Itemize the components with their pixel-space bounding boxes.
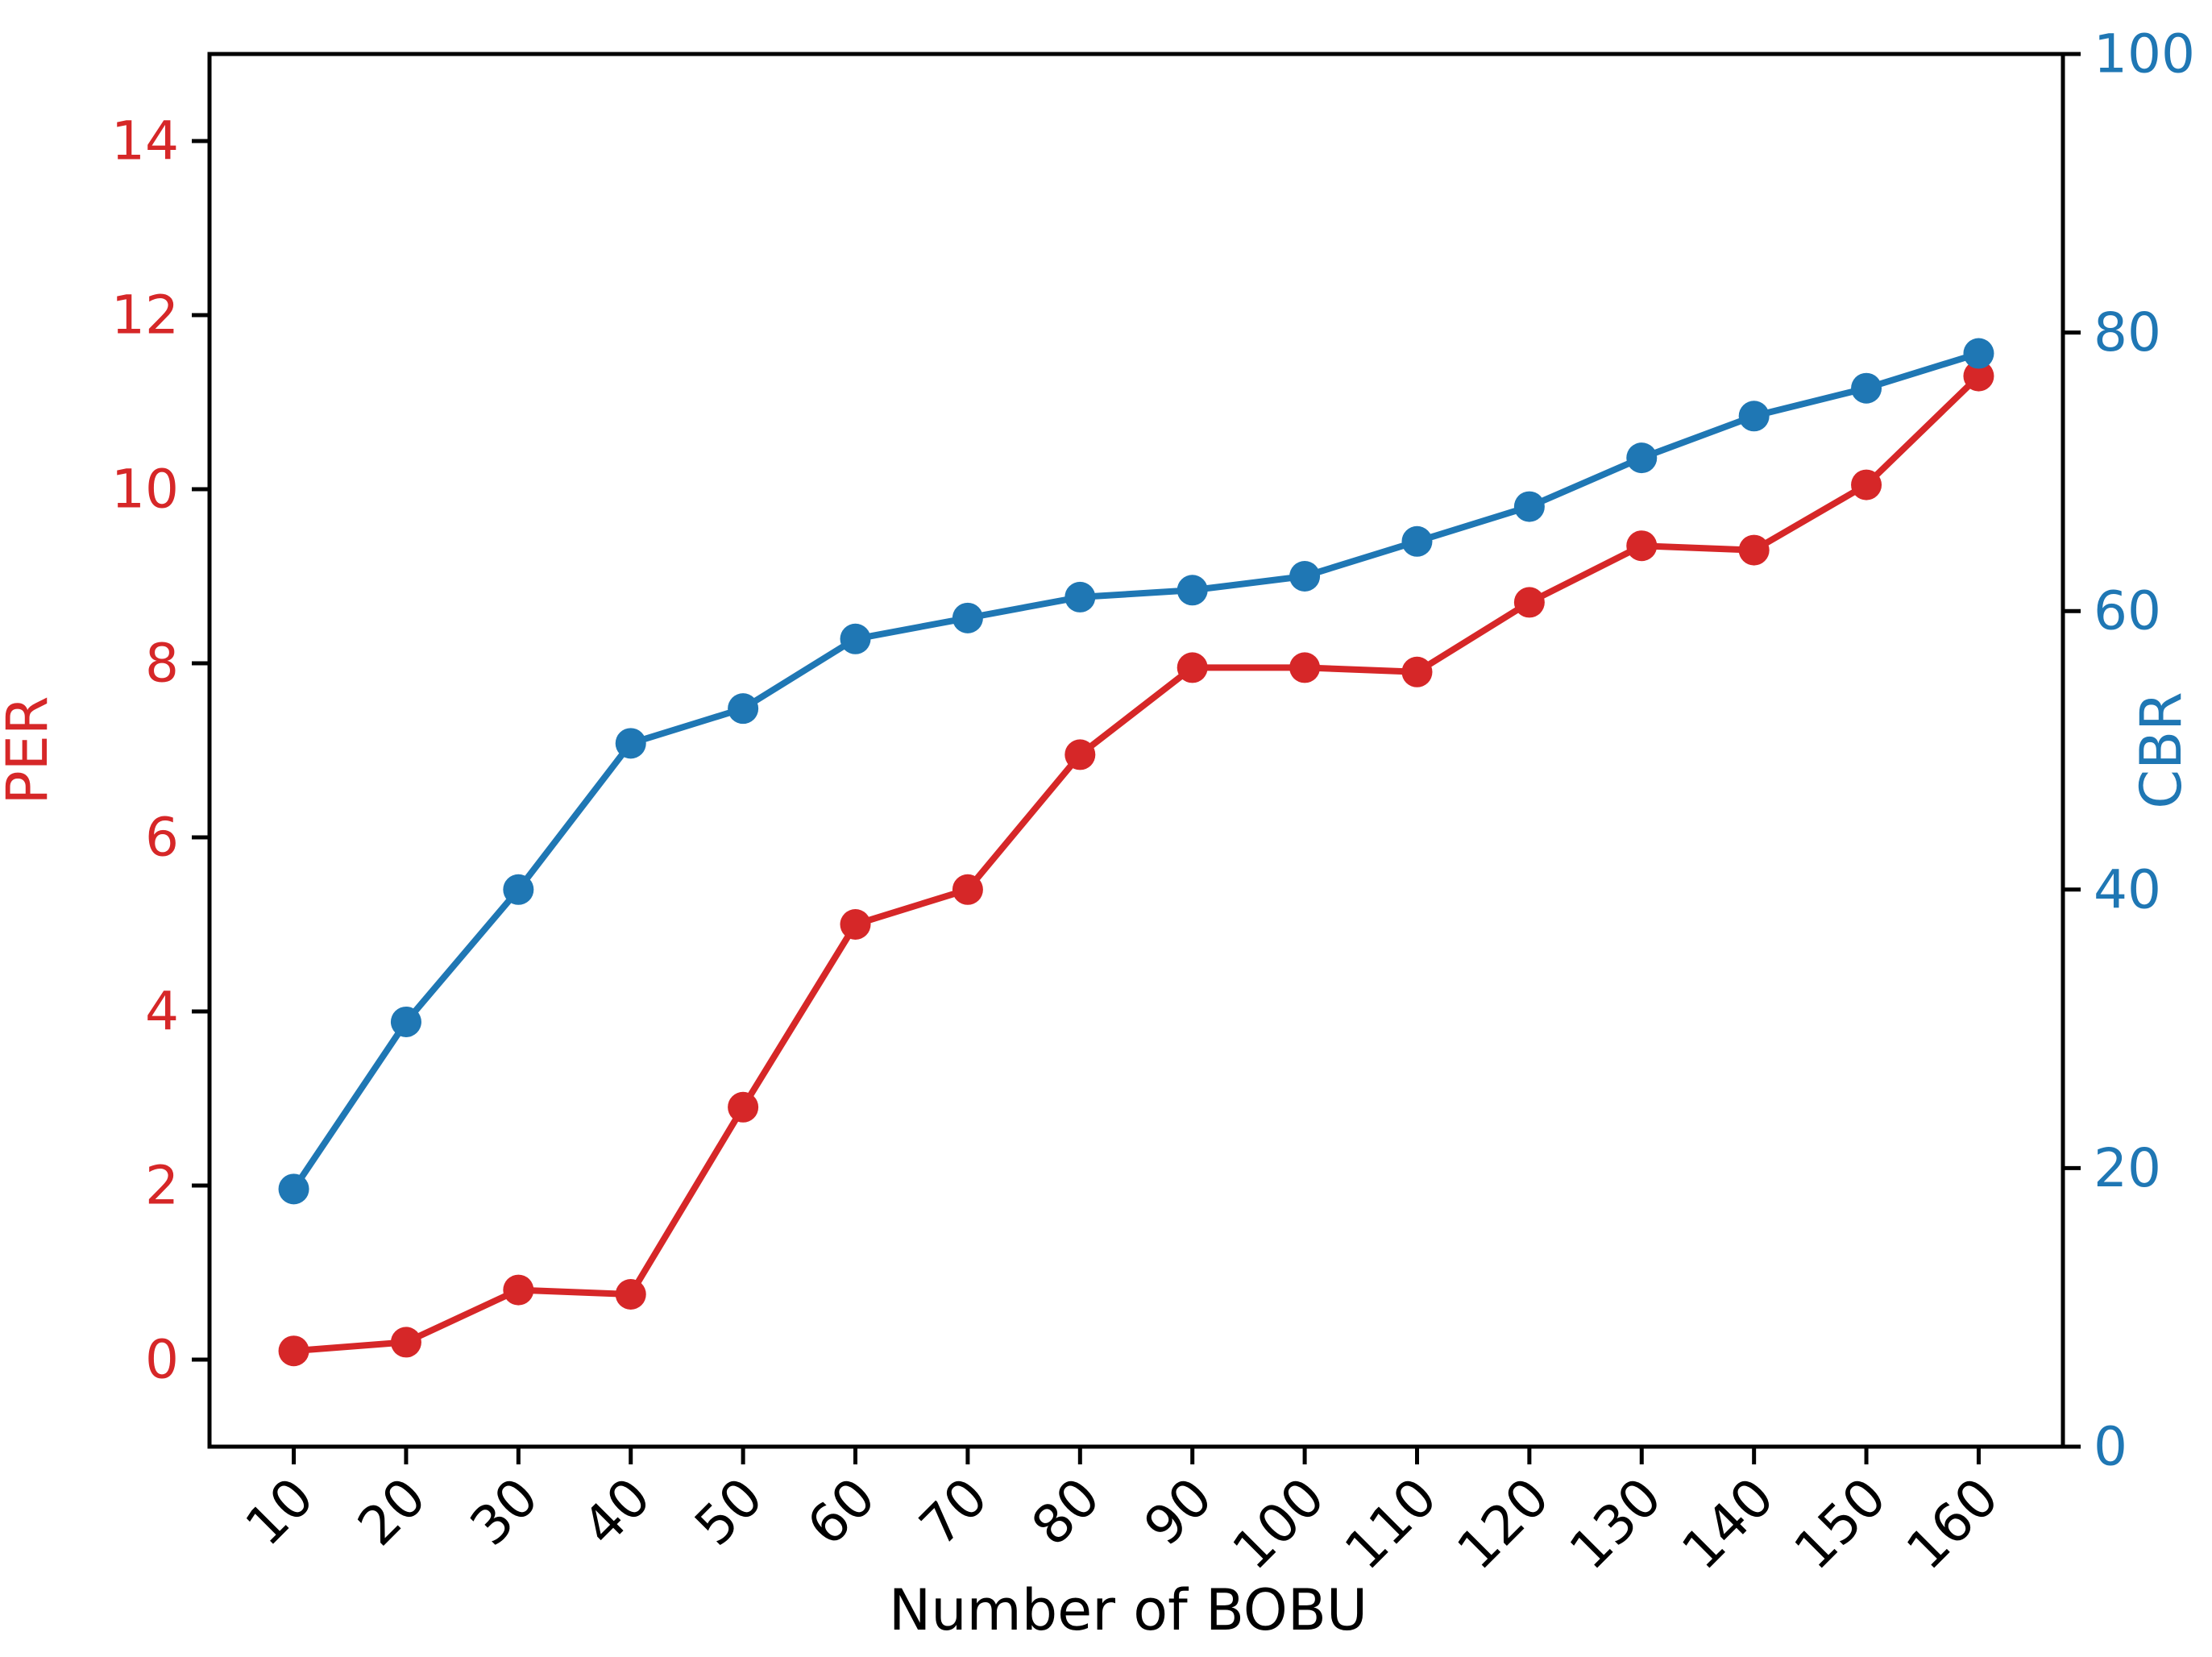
x-tick-label: 60 [795, 1466, 887, 1558]
right-axis-ticks: 0 20 40 60 80 100 [2063, 23, 2195, 1478]
right-tick-label: 40 [2094, 858, 2161, 920]
cbr-marker [1177, 575, 1208, 606]
x-tick-label: 160 [1895, 1466, 2011, 1582]
plot-border [207, 52, 2065, 1449]
x-tick-label: 40 [571, 1466, 662, 1558]
per-marker [1851, 469, 1882, 500]
per-marker [1401, 656, 1433, 687]
cbr-marker [390, 1006, 421, 1037]
cbr-marker [1963, 338, 1994, 369]
cbr-marker [952, 602, 983, 633]
x-axis-title: Number of BOBU [889, 1577, 1367, 1643]
per-marker [1513, 587, 1545, 618]
right-tick-label: 60 [2094, 580, 2161, 642]
cbr-marker [278, 1173, 309, 1205]
cbr-marker [728, 693, 759, 725]
cbr-marker [503, 874, 534, 905]
cbr-marker [1401, 525, 1433, 557]
cbr-marker [1289, 561, 1321, 592]
x-tick-label: 150 [1782, 1466, 1899, 1582]
x-tick-label: 140 [1670, 1466, 1786, 1582]
cbr-line [290, 350, 1982, 1193]
per-marker [1626, 530, 1658, 562]
per-marker [840, 909, 871, 940]
x-tick-label: 10 [234, 1466, 326, 1558]
right-tick-label: 80 [2094, 301, 2161, 363]
left-tick-label: 6 [145, 807, 179, 869]
left-tick-label: 4 [145, 981, 179, 1043]
per-marker [503, 1274, 534, 1306]
left-tick-label: 0 [145, 1329, 179, 1391]
left-tick-label: 2 [145, 1155, 179, 1217]
x-tick-label: 70 [907, 1466, 999, 1558]
per-marker [728, 1091, 759, 1123]
per-marker [390, 1327, 421, 1358]
cbr-marker [1064, 581, 1096, 613]
per-marker [278, 1335, 309, 1367]
cbr-marker [1626, 442, 1658, 474]
right-axis-title: CBR [2128, 691, 2194, 809]
left-tick-label: 14 [111, 110, 179, 172]
x-tick-label: 50 [683, 1466, 775, 1558]
left-tick-label: 10 [111, 459, 179, 521]
left-tick-label: 8 [145, 633, 179, 695]
left-axis-title: PER [0, 696, 60, 804]
right-tick-label: 20 [2094, 1137, 2161, 1199]
series-group [278, 338, 1994, 1367]
x-tick-label: 90 [1132, 1466, 1224, 1558]
per-marker [1064, 739, 1096, 770]
per-marker [1177, 652, 1208, 683]
cbr-marker [1738, 401, 1770, 432]
x-tick-label: 20 [346, 1466, 438, 1558]
x-tick-label: 100 [1221, 1466, 1337, 1582]
cbr-marker [1513, 491, 1545, 522]
cbr-marker [615, 728, 646, 759]
per-marker [615, 1279, 646, 1310]
left-tick-label: 12 [111, 284, 179, 347]
x-tick-label: 80 [1020, 1466, 1112, 1558]
left-axis-ticks: 0 2 4 6 8 10 12 14 [111, 110, 210, 1391]
cbr-marker [840, 623, 871, 654]
x-tick-label: 110 [1333, 1466, 1449, 1582]
per-marker [1738, 534, 1770, 566]
x-tick-label: 30 [459, 1466, 550, 1558]
right-tick-label: 0 [2094, 1416, 2127, 1478]
per-marker [1963, 360, 1994, 392]
cbr-marker [1851, 372, 1882, 404]
x-tick-label: 120 [1446, 1466, 1562, 1582]
per-marker [952, 874, 983, 905]
x-tick-label: 130 [1558, 1466, 1674, 1582]
per-marker [1289, 652, 1321, 683]
per-line [290, 372, 1982, 1355]
right-tick-label: 100 [2094, 23, 2195, 85]
